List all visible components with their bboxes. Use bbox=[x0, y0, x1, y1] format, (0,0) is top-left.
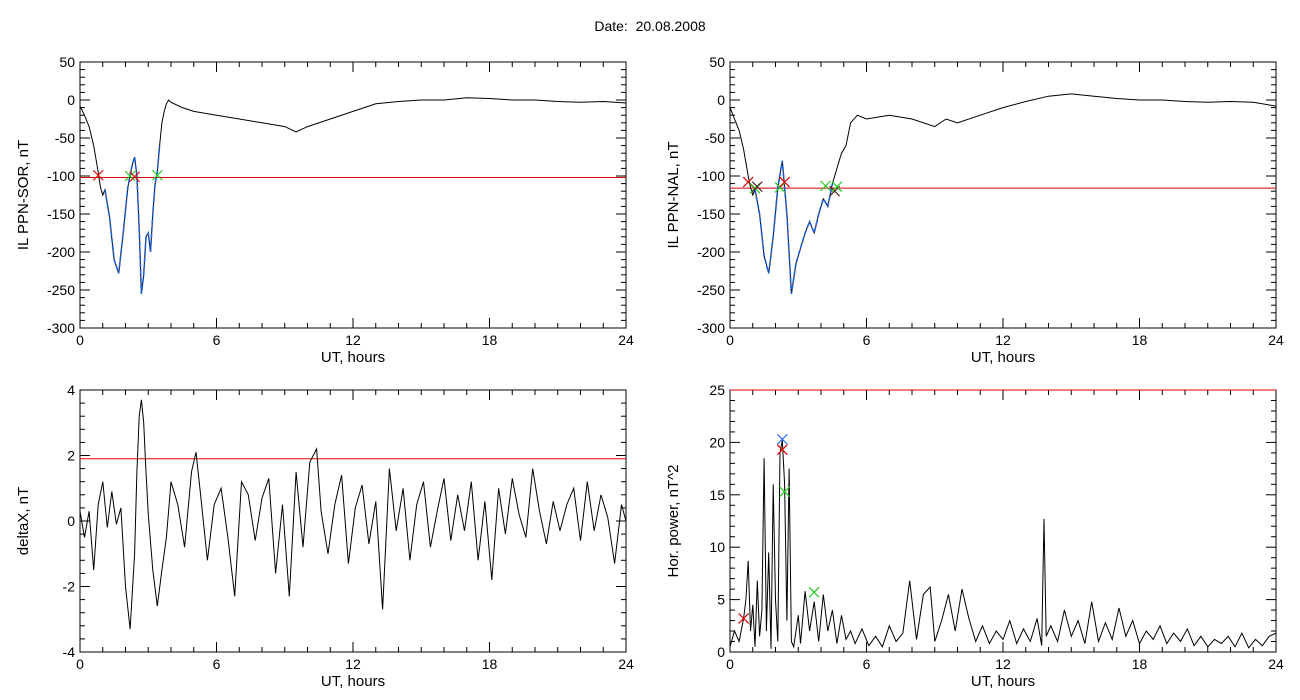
x-tick-label: 12 bbox=[345, 332, 361, 348]
marker-stroke bbox=[776, 433, 788, 445]
marker-stroke bbox=[808, 586, 820, 598]
marker-stroke bbox=[151, 169, 163, 181]
x-tick-label: 6 bbox=[213, 656, 221, 672]
y-tick-label: 10 bbox=[709, 539, 725, 555]
highlight-series bbox=[754, 160, 834, 294]
page-title: Date: 20.08.2008 bbox=[594, 18, 706, 34]
marker-stroke bbox=[779, 176, 791, 188]
x-tick-label: 12 bbox=[995, 656, 1011, 672]
y-tick-label: 50 bbox=[59, 54, 75, 70]
x-tick-label: 18 bbox=[482, 332, 498, 348]
data-series bbox=[730, 440, 1276, 649]
data-series bbox=[80, 399, 626, 630]
marker-stroke bbox=[92, 169, 104, 181]
y-tick-label: -250 bbox=[47, 282, 75, 298]
y-tick-label: 4 bbox=[67, 382, 75, 398]
x-tick-label: 0 bbox=[76, 656, 84, 672]
y-tick-label: 0 bbox=[67, 92, 75, 108]
data-marker bbox=[129, 171, 141, 183]
y-axis-label: deltaX, nT bbox=[15, 487, 32, 555]
x-tick-label: 12 bbox=[995, 332, 1011, 348]
x-tick-label: 24 bbox=[618, 656, 634, 672]
marker-stroke bbox=[129, 171, 141, 183]
x-tick-label: 24 bbox=[1268, 332, 1284, 348]
x-tick-label: 6 bbox=[863, 656, 871, 672]
y-axis-label: Hor. power, nT^2 bbox=[665, 465, 682, 578]
y-axis-label: IL PPN-SOR, nT bbox=[15, 140, 32, 250]
data-marker bbox=[751, 181, 763, 193]
y-tick-label: -250 bbox=[697, 282, 725, 298]
y-tick-label: 25 bbox=[709, 382, 725, 398]
y-tick-label: -300 bbox=[47, 320, 75, 336]
y-tick-label: 2 bbox=[67, 448, 75, 464]
x-axis-label: UT, hours bbox=[971, 349, 1035, 366]
plot-frame bbox=[79, 61, 627, 329]
y-tick-label: -2 bbox=[63, 579, 76, 595]
y-tick-label: -100 bbox=[47, 168, 75, 184]
marker-stroke bbox=[831, 181, 843, 193]
chart-panel-1: 0 6 12 18 24 50 0 -50 -100 -150 -200 -250 -300 UT, ho… bbox=[15, 54, 634, 366]
y-tick-label: -150 bbox=[697, 206, 725, 222]
marker-stroke bbox=[820, 180, 831, 192]
y-tick-label: -100 bbox=[697, 168, 725, 184]
y-tick-label: 0 bbox=[717, 92, 725, 108]
chart-panel-3: 0 6 12 18 24 4 2 0 -2 -4 UT, hours deltaX, nT bbox=[15, 382, 634, 690]
data-series bbox=[730, 93, 1276, 294]
x-tick-label: 0 bbox=[726, 656, 734, 672]
y-tick-label: 0 bbox=[717, 644, 725, 660]
y-tick-label: -4 bbox=[63, 644, 76, 660]
x-tick-label: 0 bbox=[726, 332, 734, 348]
y-tick-label: 0 bbox=[67, 513, 75, 529]
data-marker bbox=[738, 613, 750, 624]
plot-frame bbox=[729, 389, 1277, 653]
y-tick-label: -200 bbox=[697, 244, 725, 260]
marker-stroke bbox=[738, 613, 750, 624]
x-axis-label: UT, hours bbox=[321, 349, 385, 366]
y-tick-label: -50 bbox=[705, 130, 725, 146]
x-tick-label: 18 bbox=[1132, 332, 1148, 348]
x-axis-label: UT, hours bbox=[971, 673, 1035, 690]
y-tick-label: -50 bbox=[55, 130, 75, 146]
x-tick-label: 0 bbox=[76, 332, 84, 348]
data-marker bbox=[124, 170, 136, 182]
data-marker bbox=[776, 444, 788, 456]
data-marker bbox=[820, 180, 831, 192]
x-tick-label: 6 bbox=[213, 332, 221, 348]
marker-stroke bbox=[742, 176, 754, 188]
x-tick-label: 24 bbox=[618, 332, 634, 348]
marker-stroke bbox=[776, 444, 788, 456]
plot-frame bbox=[79, 389, 627, 653]
y-axis-label: IL PPN-NAL, nT bbox=[665, 142, 682, 249]
marker-stroke bbox=[779, 486, 791, 498]
data-marker bbox=[808, 586, 820, 598]
x-axis-label: UT, hours bbox=[321, 673, 385, 690]
y-tick-label: 50 bbox=[709, 54, 725, 70]
x-tick-label: 24 bbox=[1268, 656, 1284, 672]
chart-panel-4: 0 6 12 18 24 25 20 15 10 5 0 UT, hours Hor. power, n… bbox=[665, 382, 1284, 690]
y-tick-label: 5 bbox=[717, 592, 725, 608]
data-marker bbox=[779, 486, 791, 498]
data-marker bbox=[151, 169, 163, 181]
marker-stroke bbox=[751, 181, 763, 193]
x-tick-label: 18 bbox=[482, 656, 498, 672]
y-tick-label: -150 bbox=[47, 206, 75, 222]
data-marker bbox=[92, 169, 104, 181]
x-tick-label: 12 bbox=[345, 656, 361, 672]
y-tick-label: 15 bbox=[709, 487, 725, 503]
data-marker bbox=[779, 176, 791, 188]
data-series bbox=[80, 97, 626, 294]
y-tick-label: -200 bbox=[47, 244, 75, 260]
marker-stroke bbox=[124, 170, 136, 182]
highlight-series bbox=[104, 145, 161, 294]
data-marker bbox=[831, 181, 843, 193]
chart-panel-2: 0 6 12 18 24 50 0 -50 -100 -150 -200 -250 -300 UT, ho… bbox=[665, 54, 1284, 366]
x-tick-label: 18 bbox=[1132, 656, 1148, 672]
x-tick-label: 6 bbox=[863, 332, 871, 348]
y-tick-label: 20 bbox=[709, 434, 725, 450]
data-marker bbox=[776, 433, 788, 445]
y-tick-label: -300 bbox=[697, 320, 725, 336]
